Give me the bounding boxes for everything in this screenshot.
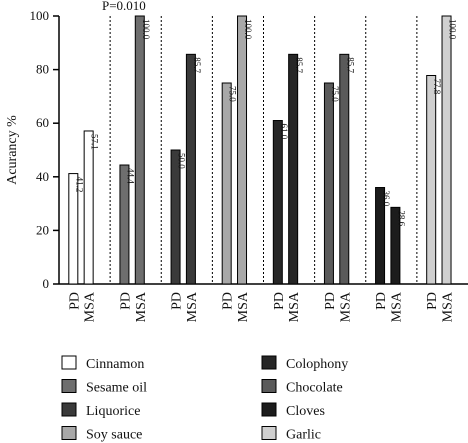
x-tick-label: PD: [170, 292, 185, 310]
x-tick-label: MSA: [338, 291, 353, 322]
bar-value-label: 44.4: [125, 168, 135, 184]
y-tick-label: 40: [36, 169, 49, 184]
bar: [68, 173, 79, 285]
legend-label: Garlic: [286, 428, 321, 443]
y-tick-label: 0: [43, 276, 50, 291]
x-tick-label: PD: [425, 292, 440, 310]
bar: [134, 15, 145, 285]
legend-swatch: [61, 379, 77, 393]
legend-label: Chocolate: [286, 381, 343, 396]
bar-value-label: 77.8: [432, 78, 442, 94]
y-tick-label: 80: [36, 62, 49, 77]
y-tick-label: 60: [36, 115, 49, 130]
legend-label: Liquorice: [86, 404, 140, 419]
x-tick-label: PD: [374, 292, 389, 310]
bar-value-label: 28.6: [396, 210, 406, 226]
legend-label: Cinnamon: [86, 357, 144, 372]
bar-value-label: 57.1: [90, 134, 100, 150]
bar: [221, 82, 232, 285]
bar: [119, 164, 130, 285]
legend-swatch: [61, 355, 77, 370]
bar: [323, 82, 334, 285]
x-tick-label: PD: [221, 292, 236, 310]
bar: [170, 149, 181, 285]
bar: [390, 206, 401, 285]
y-axis-title: Acurancy %: [5, 115, 20, 185]
legend: Cinnamon Sesame oil Liquorice Soy sauce Colo…: [61, 355, 348, 443]
bar-value-label: 50.0: [177, 153, 187, 169]
x-tick-label: MSA: [287, 291, 302, 322]
x-tick-label: MSA: [236, 291, 251, 322]
p-value-annotation: P=0.010: [102, 0, 146, 13]
x-tick-label: PD: [323, 292, 338, 310]
bar-value-label: 85.7: [345, 57, 355, 73]
plot-area: 0 20 40 60 80 100 41.2 PD 57.1 MSA 44.4 PD 100.0 MSA 5…: [30, 8, 468, 322]
y-tick-label: 20: [36, 222, 49, 237]
bar: [375, 187, 386, 285]
bar: [237, 15, 248, 285]
legend-label: Colophony: [286, 357, 348, 372]
bar-value-label: 75.0: [330, 86, 340, 102]
legend-swatch: [261, 355, 277, 370]
x-tick-label: MSA: [389, 291, 404, 322]
x-tick-label: MSA: [83, 291, 98, 322]
bar: [426, 74, 437, 285]
x-tick-label: MSA: [134, 291, 149, 322]
legend-label: Sesame oil: [86, 381, 147, 396]
legend-swatch: [261, 426, 277, 440]
bar: [272, 120, 283, 285]
bar-value-label: 41.2: [74, 177, 84, 193]
bar: [288, 53, 299, 285]
legend-swatch: [261, 379, 277, 393]
x-tick-label: MSA: [185, 291, 200, 322]
bar: [185, 53, 196, 285]
x-tick-label: PD: [272, 292, 287, 310]
legend-swatch: [61, 402, 77, 417]
bar-value-label: 85.7: [192, 57, 202, 73]
bar-value-label: 61.0: [279, 124, 289, 140]
bar-value-label: 100.0: [243, 19, 253, 40]
y-tick-label: 100: [30, 8, 50, 23]
legend-swatch: [261, 402, 277, 417]
x-tick-label: PD: [67, 292, 82, 310]
x-tick-label: MSA: [441, 291, 456, 322]
bar-value-label: 100.0: [141, 19, 151, 40]
legend-swatch: [61, 426, 77, 440]
bar: [441, 15, 452, 285]
bar: [83, 130, 94, 285]
bar-value-label: 75.0: [228, 86, 238, 102]
bar: [339, 53, 350, 285]
x-tick-label: PD: [118, 292, 133, 310]
legend-label: Cloves: [286, 404, 325, 419]
bar-value-label: 36.0: [381, 191, 391, 207]
legend-label: Soy sauce: [86, 428, 142, 443]
bar-value-label: 100.0: [448, 19, 458, 40]
bar-value-label: 85.7: [294, 57, 304, 73]
